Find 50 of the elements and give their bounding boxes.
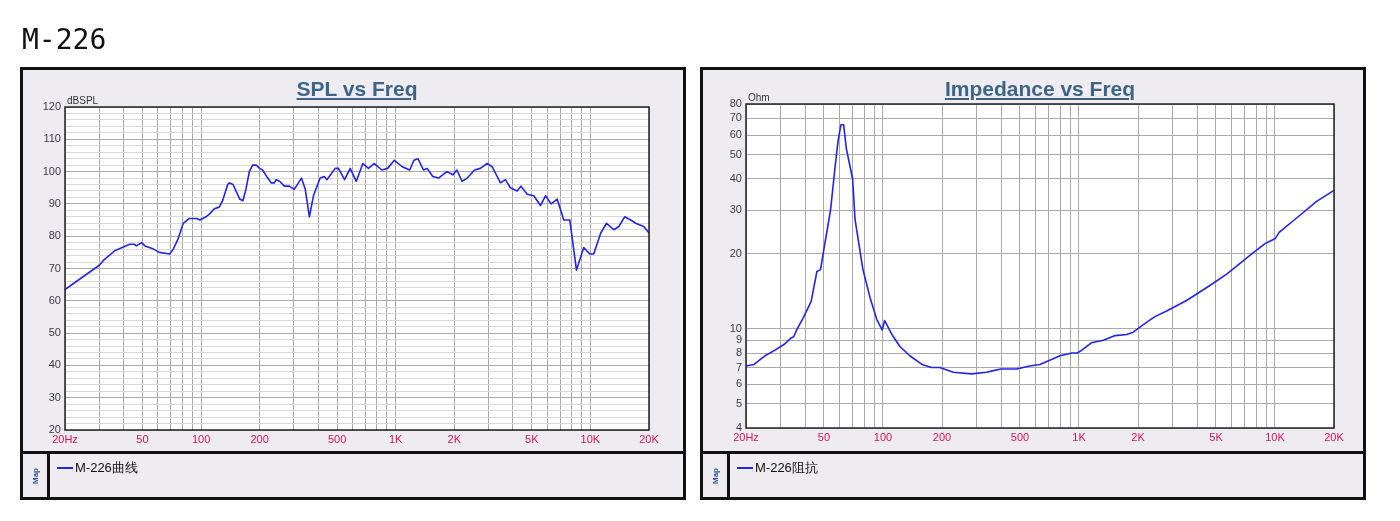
y-tick-label: 40 — [729, 172, 742, 184]
y-tick-label: 70 — [48, 261, 61, 274]
x-tick-label: 100 — [191, 432, 211, 445]
chart-title: Impedance vs Freq — [944, 77, 1136, 100]
y-tick-label: 30 — [729, 203, 742, 216]
y-tick-label: 20 — [729, 246, 742, 259]
y-tick-label: 40 — [48, 358, 61, 371]
y-axis-title: Ohm — [748, 91, 770, 103]
legend-title: Map — [710, 467, 720, 484]
x-tick-label: 20K — [1324, 430, 1345, 443]
x-tick-label: 50 — [817, 430, 831, 443]
y-tick-label: 10 — [729, 321, 742, 334]
x-tick-label: 5K — [525, 432, 540, 445]
x-tick-label: 500 — [1010, 430, 1030, 443]
y-tick-label: 50 — [729, 147, 742, 160]
y-tick-label: 30 — [48, 390, 61, 403]
x-tick-label: 200 — [250, 432, 269, 445]
legend-label: M-226阻抗 — [755, 459, 818, 477]
y-tick-label: 70 — [729, 111, 742, 124]
x-tick-label: 10K — [580, 432, 601, 445]
chart-title: SPL vs Freq — [296, 77, 418, 100]
y-axis-title: dBSPL — [67, 94, 99, 106]
y-tick-label: 120 — [42, 100, 61, 113]
y-tick-label: 90 — [48, 196, 61, 209]
x-tick-label: 500 — [327, 432, 347, 445]
legend-label: M-226曲线 — [75, 459, 138, 477]
x-tick-label: 100 — [873, 430, 893, 443]
x-tick-label: 1K — [389, 432, 404, 445]
y-tick-label: 8 — [735, 346, 742, 359]
text: M-226 — [22, 23, 107, 56]
x-tick-label: 2K — [1131, 430, 1146, 443]
x-tick-label: 2K — [447, 432, 462, 445]
y-tick-label: 5 — [735, 396, 742, 409]
x-tick-label: 50 — [136, 432, 149, 445]
x-tick-label: 200 — [932, 430, 952, 443]
y-tick-label: 50 — [48, 326, 61, 339]
y-tick-label: 80 — [729, 97, 742, 110]
y-tick-label: 110 — [43, 132, 61, 145]
y-tick-label: 9 — [735, 333, 742, 346]
y-tick-label: 100 — [42, 164, 61, 177]
x-tick-label: 10K — [1265, 430, 1286, 443]
y-tick-label: 6 — [735, 377, 742, 390]
legend-title: Map — [30, 467, 40, 484]
x-tick-label: 1K — [1072, 430, 1087, 443]
y-tick-label: 80 — [48, 229, 61, 242]
y-tick-label: 60 — [48, 293, 61, 306]
x-tick-label: 20K — [639, 432, 660, 445]
x-tick-label: 5K — [1209, 430, 1224, 443]
y-tick-label: 60 — [729, 128, 742, 141]
y-tick-label: 7 — [735, 360, 742, 373]
